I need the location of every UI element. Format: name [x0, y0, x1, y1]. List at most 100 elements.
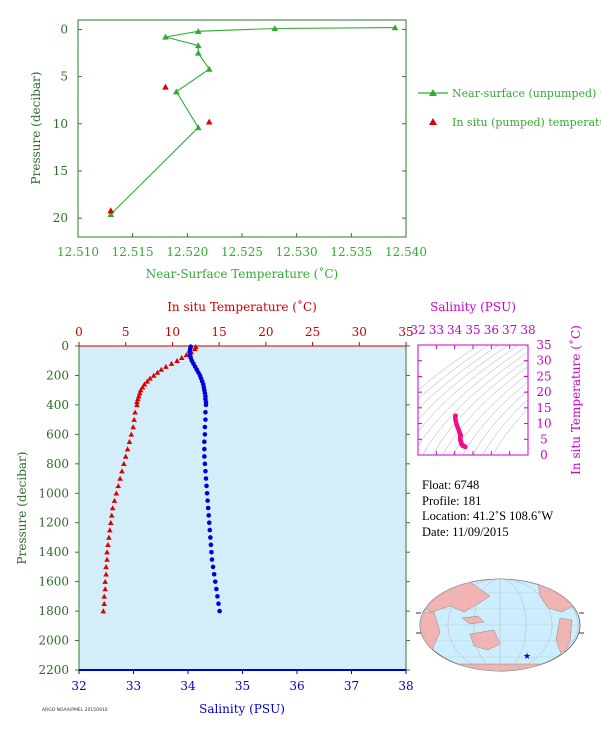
- salinity-point: [202, 424, 208, 430]
- salinity-point: [215, 594, 220, 599]
- top-legend: Near-surface (unpumped) temperature. In …: [418, 87, 601, 129]
- legend-marker-unpumped: [429, 89, 437, 96]
- unpumped-point: [194, 42, 202, 49]
- unpumped-point: [194, 49, 202, 56]
- ts-isopycnal-line: [418, 345, 500, 410]
- salinity-point: [211, 571, 217, 577]
- top-y-axis-label: Pressure (decibar): [29, 72, 43, 185]
- unpumped-point: [205, 65, 213, 72]
- top-x-tick-label: 12.510: [57, 245, 99, 259]
- profile-top-axis-label: In situ Temperature (˚C): [167, 299, 317, 314]
- ts-isopycnal-line: [418, 345, 490, 400]
- temperature-point: [104, 549, 110, 555]
- top-y-tick-label: 0: [60, 22, 68, 36]
- salinity-point: [209, 557, 215, 562]
- profile-p-tick-label: 2000: [38, 634, 69, 648]
- temperature-point: [108, 512, 115, 518]
- profile-p-tick-label: 1000: [38, 486, 69, 500]
- temperature-point: [104, 556, 110, 562]
- temperature-point: [102, 586, 108, 592]
- temperature-point: [135, 396, 141, 402]
- profile-p-tick-label: 1600: [38, 575, 69, 589]
- temperature-point: [163, 363, 169, 369]
- temperature-point: [144, 378, 151, 384]
- salinity-point: [203, 417, 208, 422]
- profile-p-tick-label: 1400: [38, 545, 69, 559]
- salinity-point: [202, 432, 208, 437]
- profile-sal-tick-label: 34: [180, 679, 196, 693]
- ts-x-tick-label: 36: [484, 323, 499, 337]
- profile-temp-tick-label: 10: [165, 325, 180, 339]
- temperature-point: [135, 393, 142, 399]
- profile-temp-tick-label: 5: [122, 325, 130, 339]
- profile-sal-tick-label: 33: [126, 679, 141, 693]
- ts-y-tick-label: 0: [540, 448, 548, 462]
- ts-x-tick-label: 35: [465, 323, 480, 337]
- ts-y-tick-label: 25: [536, 369, 551, 383]
- temperature-point: [103, 571, 109, 577]
- map-ticks: [416, 612, 584, 634]
- profile-p-tick-label: 600: [46, 427, 69, 441]
- unpumped-point: [391, 24, 399, 31]
- ts-diagram-frame: [417, 344, 529, 456]
- salinity-point: [209, 549, 214, 555]
- profile-sal-tick-label: 38: [398, 679, 413, 693]
- salinity-point: [205, 505, 211, 511]
- unpumped-point: [162, 33, 169, 40]
- profile-sal-tick-label: 37: [344, 679, 359, 693]
- ts-isopycnal-line: [492, 408, 528, 455]
- profile-temp-tick-label: 30: [352, 325, 367, 339]
- ts-y-tick-label: 10: [536, 417, 551, 431]
- temperature-point: [121, 461, 127, 467]
- top-y-tick-label: 5: [60, 70, 68, 84]
- salinity-point: [208, 542, 214, 548]
- salinity-point: [202, 446, 207, 452]
- unpumped-point: [173, 88, 180, 95]
- temperature-point: [103, 564, 109, 570]
- float-location: Location: 41.2˚S 108.6˚W: [422, 509, 554, 523]
- profile-temp-tick-label: 35: [398, 325, 413, 339]
- salinity-point: [202, 439, 207, 445]
- salinity-point: [205, 498, 210, 503]
- profile-y-axis-label: Pressure (decibar): [15, 452, 29, 565]
- temperature-point: [109, 505, 116, 511]
- pumped-point: [205, 118, 213, 125]
- profile-p-tick-label: 2200: [38, 663, 69, 677]
- unpumped-point: [107, 211, 115, 217]
- top-x-tick-label: 12.525: [221, 245, 263, 259]
- salinity-point: [217, 608, 222, 614]
- temperature-point: [106, 534, 112, 540]
- temperature-point: [154, 369, 161, 375]
- temperature-point: [150, 372, 157, 378]
- unpumped-point: [194, 124, 202, 131]
- ts-isopycnal-curves: [418, 345, 528, 455]
- profile-temp-tick-label: 25: [305, 325, 320, 339]
- profile-p-tick-label: 200: [46, 368, 69, 382]
- top-x-tick-label: 12.535: [330, 245, 372, 259]
- salinity-point: [202, 461, 208, 467]
- salinity-point: [216, 601, 221, 607]
- top-x-tick-label: 12.530: [276, 245, 318, 259]
- top-y-ticks: 0 5 10 15 20: [53, 22, 406, 225]
- profile-temp-tick-label: 15: [212, 325, 227, 339]
- unpumped-point: [271, 25, 279, 32]
- ts-isopycnal-line: [418, 345, 528, 447]
- pumped-point: [162, 83, 169, 90]
- temperature-point: [124, 446, 131, 452]
- ts-y-tick-label: 5: [540, 432, 548, 446]
- ts-y-tick-label: 15: [536, 401, 551, 415]
- salinity-point: [208, 535, 213, 540]
- temperature-point: [131, 416, 137, 422]
- salinity-point: [204, 483, 209, 489]
- ts-isopycnal-line: [432, 358, 528, 455]
- ts-x-tick-label: 32: [410, 323, 425, 337]
- ts-isopycnal-line: [452, 373, 528, 455]
- profile-temperature-series: [100, 343, 199, 614]
- ts-y-tick-label: 30: [536, 354, 551, 368]
- legend-label-unpumped: Near-surface (unpumped) temperature.: [452, 87, 601, 100]
- salinity-point: [212, 579, 218, 584]
- profile-temp-tick-label: 0: [75, 325, 83, 339]
- legend-label-pumped: In situ (pumped) temperature.: [452, 116, 601, 129]
- salinity-point: [203, 468, 208, 474]
